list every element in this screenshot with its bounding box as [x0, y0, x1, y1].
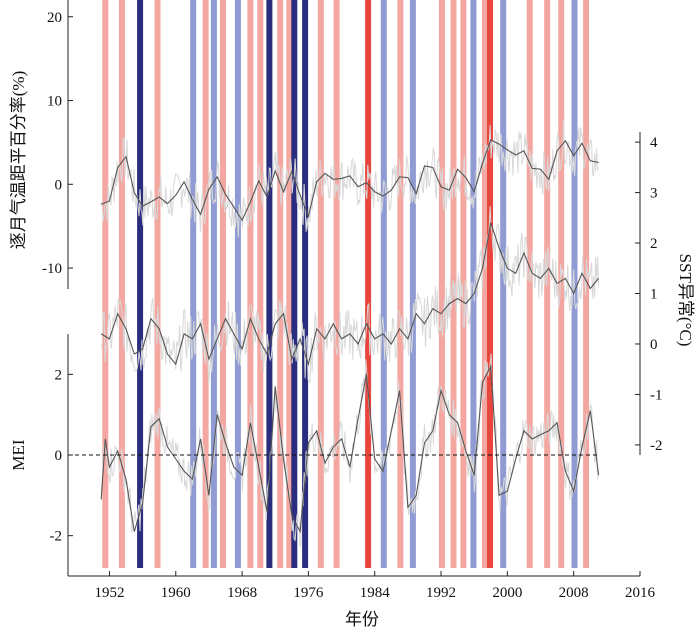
- axes: 1952 1960 1968 1976 1984 1992 2000 2008 2016-100…: [42, 0, 663, 601]
- x-tick-label: 1952: [94, 585, 124, 601]
- event-bar-red-18: [365, 0, 372, 568]
- series-lines: [100, 139, 600, 534]
- event-bar-pink-1: [118, 0, 125, 568]
- y-tick-label-sst: 0: [650, 337, 658, 353]
- x-tick-label: 2008: [559, 585, 589, 601]
- event-bar-pink-22: [438, 0, 445, 568]
- y-axis-title-sst: SST异常(°C): [676, 254, 695, 347]
- y-tick-label-sst: 4: [650, 135, 658, 151]
- event-bar-pink-10: [257, 0, 264, 568]
- series-line-mei: [100, 364, 600, 534]
- y-tick-label-temperature: 0: [55, 177, 63, 193]
- event-bar-pink-12: [277, 0, 284, 568]
- y-tick-label-temperature: -10: [42, 261, 62, 277]
- event-bars: [102, 0, 590, 568]
- event-bar-dark-blue-11: [266, 0, 273, 568]
- event-bar-light-blue-21: [409, 0, 416, 568]
- event-bar-dark-blue-2: [137, 0, 144, 568]
- x-tick-label: 1984: [360, 585, 391, 601]
- event-bar-pink-9: [247, 0, 254, 568]
- y-tick-label-temperature: 10: [47, 94, 62, 110]
- x-tick-label: 2016: [625, 585, 656, 601]
- x-tick-label: 1960: [161, 585, 191, 601]
- event-bar-pink-0: [102, 0, 109, 568]
- event-bar-pink-24: [460, 0, 467, 568]
- y-tick-label-sst: -1: [650, 387, 663, 403]
- noise-trace-sst: [100, 206, 600, 384]
- event-bar-light-blue-4: [190, 0, 197, 568]
- event-bar-light-blue-28: [500, 0, 507, 568]
- y-tick-label-mei: 2: [55, 367, 63, 383]
- noise-trace-mei: [100, 353, 599, 548]
- monthly-noise: [100, 119, 600, 548]
- y-tick-label-mei: -2: [50, 529, 63, 545]
- y-tick-label-sst: 2: [650, 236, 658, 252]
- event-bar-red-27: [487, 0, 493, 568]
- x-tick-label: 1992: [426, 585, 456, 601]
- x-tick-label: 2000: [492, 585, 522, 601]
- event-bar-pink-7: [220, 0, 226, 568]
- event-bar-dark-blue-15: [302, 0, 309, 568]
- event-bar-light-blue-19: [380, 0, 387, 568]
- y-tick-label-mei: 0: [55, 448, 63, 464]
- event-bar-pink-31: [558, 0, 565, 568]
- y-tick-label-temperature: 20: [47, 10, 62, 26]
- event-bar-light-blue-6: [210, 0, 217, 568]
- series-line-temperature: [100, 139, 599, 222]
- event-bar-pink-3: [154, 0, 161, 568]
- event-bar-pink-16: [317, 0, 324, 568]
- event-bar-pink-26: [482, 0, 488, 568]
- event-bar-pink-20: [397, 0, 404, 568]
- event-bar-pink-13: [286, 0, 293, 568]
- event-bar-dark-blue-14: [291, 0, 298, 568]
- noise-trace-temperature: [100, 119, 600, 238]
- event-bar-light-blue-8: [234, 0, 241, 568]
- x-tick-label: 1968: [227, 585, 257, 601]
- y-tick-label-sst: 1: [650, 287, 658, 303]
- event-bar-pink-17: [333, 0, 340, 568]
- event-bar-pink-29: [526, 0, 533, 568]
- y-tick-label-sst: 3: [650, 186, 658, 202]
- y-axis-title-temperature: 逐月气温距平百分率(%): [9, 71, 28, 249]
- event-bar-pink-5: [202, 0, 209, 568]
- y-tick-label-sst: -2: [650, 438, 663, 454]
- y-axis-title-mei: MEI: [9, 439, 28, 471]
- series-line-sst: [100, 222, 600, 367]
- x-tick-label: 1976: [293, 585, 324, 601]
- x-axis-title: 年份: [345, 610, 379, 629]
